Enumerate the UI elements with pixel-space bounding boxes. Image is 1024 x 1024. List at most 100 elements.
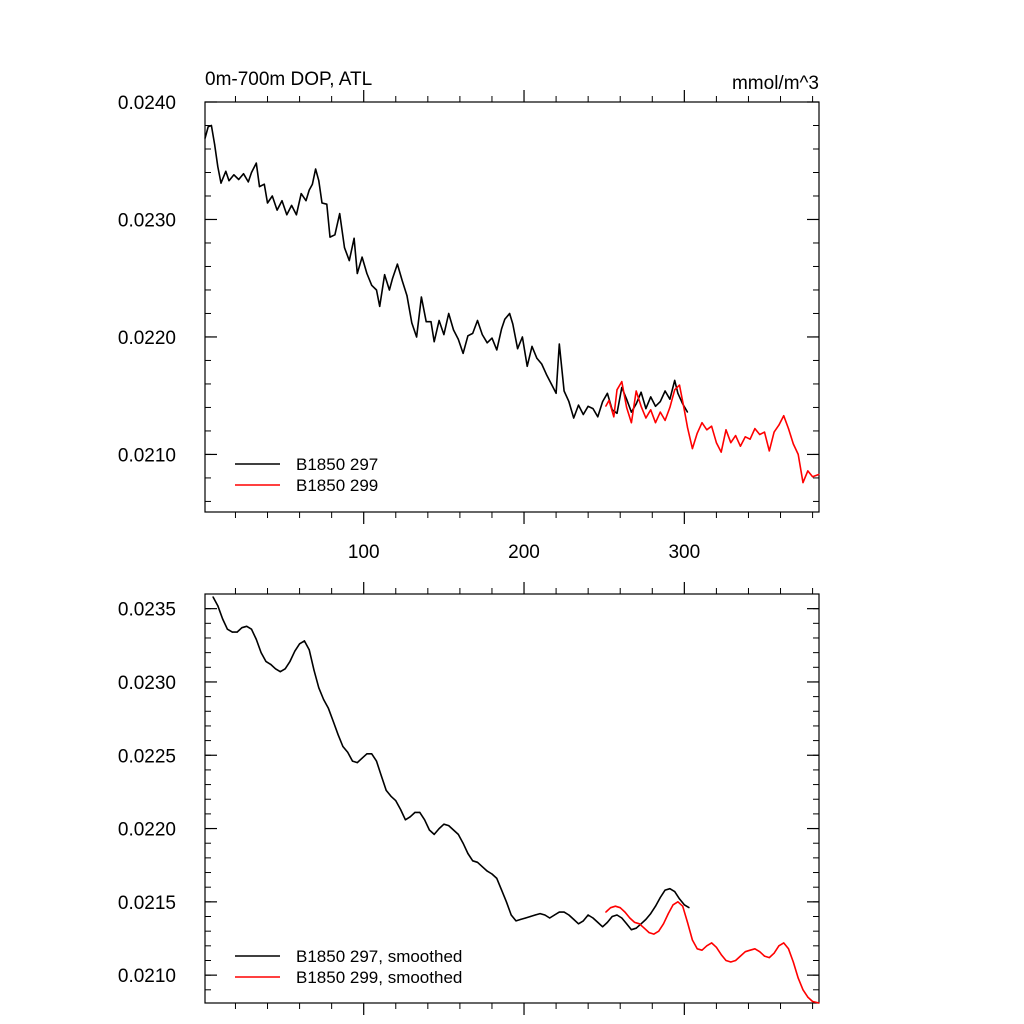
x-tick-label: 300: [668, 542, 700, 563]
data-point: [706, 429, 708, 431]
data-point: [406, 295, 408, 297]
data-point: [339, 213, 341, 215]
data-point: [332, 720, 334, 723]
data-point: [476, 319, 479, 322]
data-point: [321, 202, 323, 204]
data-point: [416, 336, 418, 338]
data-point: [568, 401, 570, 403]
data-point: [664, 889, 666, 891]
data-point: [787, 948, 790, 950]
data-point: [385, 789, 387, 792]
data-point: [635, 403, 637, 405]
data-point: [563, 390, 565, 392]
y-tick-label: 0.0210: [118, 445, 176, 466]
data-point: [582, 920, 584, 922]
data-point: [783, 415, 785, 417]
data-point: [602, 926, 604, 928]
data-point: [531, 345, 533, 347]
data-point: [616, 389, 618, 391]
data-point: [807, 470, 809, 472]
data-point: [228, 180, 230, 182]
data-point: [250, 171, 253, 174]
data-point: [214, 143, 216, 145]
data-point: [592, 408, 594, 410]
data-point: [683, 904, 685, 906]
data-point: [688, 907, 690, 909]
y-tick-label: 0.0235: [118, 600, 176, 621]
data-point: [672, 904, 674, 906]
data-point: [626, 923, 628, 925]
series-b1850-299: [605, 901, 820, 1004]
data-point: [735, 435, 737, 437]
data-point: [276, 209, 278, 211]
data-point: [279, 671, 281, 673]
data-point: [549, 917, 551, 919]
data-point: [266, 202, 269, 204]
data-point: [626, 398, 628, 400]
data-point: [634, 921, 636, 924]
data-point: [677, 392, 679, 394]
y-tick-label: 0.0230: [118, 673, 176, 694]
data-point: [486, 870, 488, 872]
data-point: [505, 901, 507, 903]
data-point: [467, 852, 469, 855]
data-point: [715, 442, 718, 444]
data-point: [247, 181, 249, 183]
y-tick-label: 0.0220: [118, 328, 176, 349]
data-point: [515, 920, 517, 922]
data-point: [659, 896, 661, 899]
y-tick-label: 0.0220: [118, 820, 176, 841]
data-point: [526, 365, 528, 367]
data-point: [626, 406, 628, 408]
x-tick-label: 200: [508, 542, 540, 563]
data-point: [773, 952, 775, 954]
data-point: [342, 745, 344, 748]
data-point: [404, 819, 406, 821]
data-point: [659, 401, 661, 403]
data-point: [635, 390, 637, 392]
data-point: [674, 389, 676, 391]
data-point: [274, 668, 277, 670]
data-point: [597, 921, 599, 924]
data-point: [630, 411, 633, 413]
bottom-panel: 0.0210 0.0215 0.0220 0.0225 0.0230 0.0235 B185…: [118, 582, 820, 1015]
data-point: [217, 605, 219, 607]
data-point: [424, 819, 426, 821]
data-point: [361, 757, 363, 759]
plot-frame: [204, 593, 820, 1004]
data-point: [438, 828, 440, 830]
data-point: [573, 918, 575, 921]
data-point: [409, 816, 411, 818]
data-point: [504, 318, 506, 320]
data-point: [318, 180, 320, 182]
data-point: [265, 660, 267, 663]
data-point: [818, 473, 820, 475]
data-point: [818, 1002, 820, 1004]
data-point: [643, 927, 645, 929]
data-point: [550, 383, 552, 385]
data-point: [430, 321, 432, 323]
data-point: [308, 189, 310, 191]
data-point: [536, 357, 538, 359]
data-point: [711, 942, 713, 944]
data-point: [587, 405, 589, 407]
data-point: [295, 214, 297, 216]
data-point: [792, 961, 794, 963]
data-point: [250, 628, 253, 630]
data-point: [388, 289, 390, 291]
data-point: [592, 917, 594, 919]
data-point: [669, 398, 671, 400]
data-point: [720, 451, 722, 453]
data-point: [258, 186, 261, 188]
data-point: [496, 877, 498, 880]
data-point: [630, 422, 633, 424]
data-point: [486, 342, 488, 344]
data-point: [763, 955, 766, 957]
data-point: [517, 348, 519, 350]
data-point: [669, 888, 671, 890]
data-point: [624, 911, 626, 913]
data-point: [334, 234, 336, 236]
data-point: [204, 137, 206, 139]
plot-frame: [204, 101, 820, 513]
